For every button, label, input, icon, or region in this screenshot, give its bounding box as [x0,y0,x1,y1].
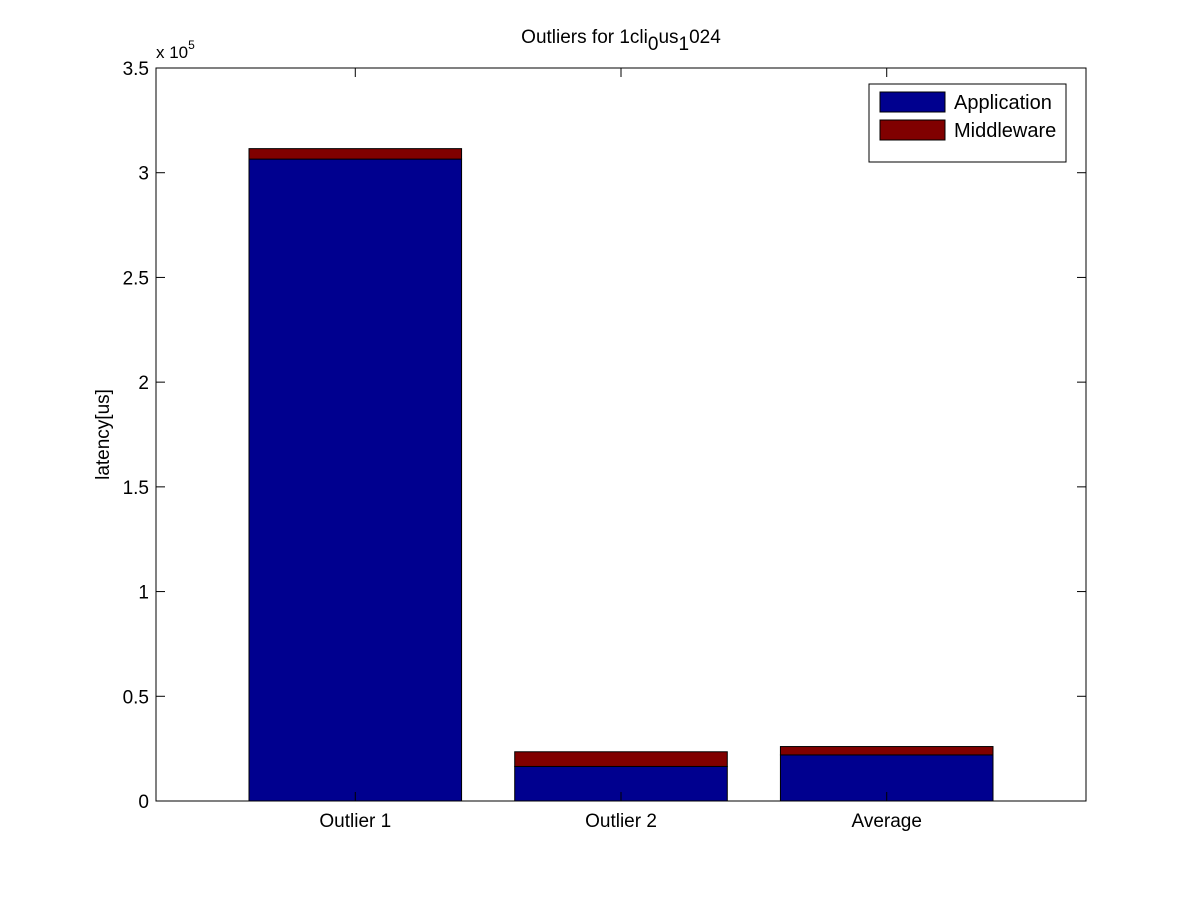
bar-middleware-3 [779,746,994,756]
legend-swatch-middleware [879,119,946,141]
bar-middleware-2 [514,751,728,767]
bar-middleware-1 [248,148,463,160]
y-exponent-label: x 105 [156,38,195,62]
x-tick-label: Average [851,811,921,832]
y-tick-label: 1 [138,583,149,604]
plot-area [155,67,1087,802]
y-tick-label: 2.5 [123,268,149,289]
x-tick-label: Outlier 1 [319,811,391,832]
x-tick-label: Outlier 2 [585,811,657,832]
bar-application-1 [248,158,463,802]
y-tick-label: 0 [138,792,149,813]
legend-label-middleware: Middleware [954,120,1056,142]
y-tick-label: 2 [138,373,149,394]
legend-swatch-application [879,91,946,113]
y-tick-label: 0.5 [123,687,149,708]
y-tick-label: 1.5 [123,478,149,499]
chart-text: 0 0.5 1 1.5 2 2.5 3 3.5 Outlier 1 Outlier 2 Averag… [93,27,1056,832]
legend-label-application: Application [954,92,1052,114]
y-axis-label: latency[us] [93,389,114,480]
y-tick-label: 3 [138,164,149,185]
chart-title: Outliers for 1cli0us1024 [521,27,721,55]
y-tick-label: 3.5 [123,59,149,80]
